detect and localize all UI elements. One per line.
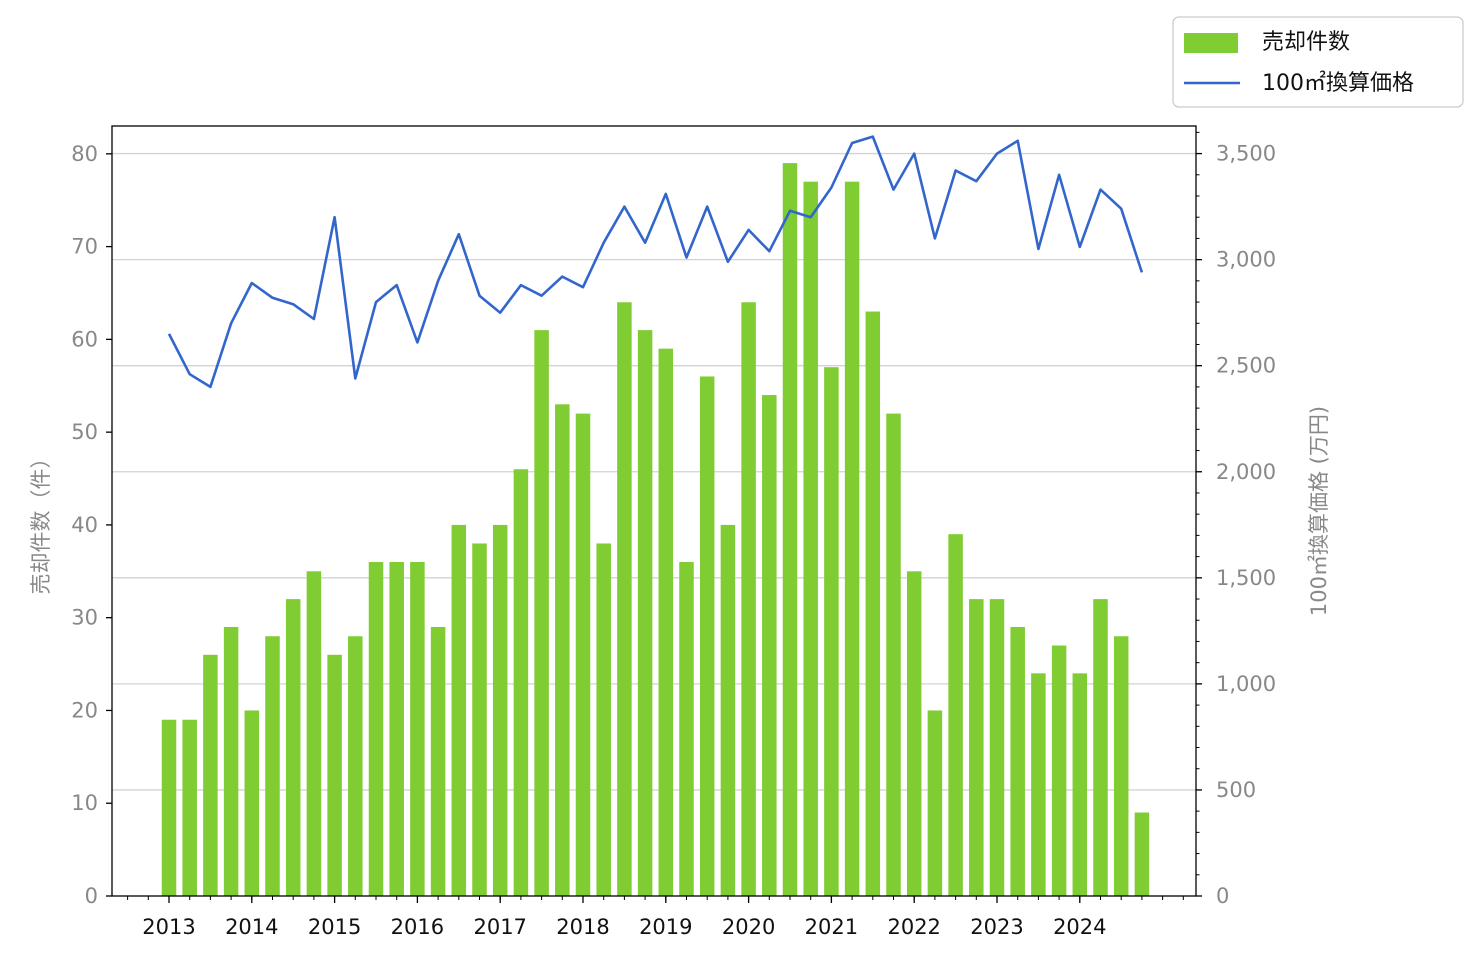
x-tick-label: 2017 (473, 915, 526, 939)
bar (637, 330, 653, 896)
legend: 売却件数 100㎡換算価格 (1172, 16, 1464, 108)
bar (658, 348, 674, 896)
x-tick-label: 2022 (887, 915, 940, 939)
bar (762, 395, 777, 896)
right-tick-label: 3,500 (1216, 142, 1276, 166)
right-tick-label: 2,500 (1216, 354, 1276, 378)
bar (555, 404, 570, 896)
bar (699, 376, 715, 896)
bar (886, 413, 901, 896)
bar (989, 599, 1005, 896)
bar (244, 710, 260, 896)
x-tick-label: 2019 (639, 915, 692, 939)
left-tick-label: 60 (71, 327, 98, 351)
x-tick-label: 2018 (556, 915, 609, 939)
right-tick-label: 1,500 (1216, 566, 1276, 590)
bar (203, 654, 218, 896)
right-tick-label: 0 (1216, 884, 1229, 908)
right-tick-label: 3,000 (1216, 248, 1276, 272)
left-tick-label: 0 (85, 884, 98, 908)
bar (1051, 645, 1067, 896)
bar (472, 543, 487, 896)
bar (389, 562, 404, 896)
legend-bar-label: 売却件数 (1262, 30, 1350, 55)
left-tick-label: 70 (71, 235, 98, 259)
left-tick-label: 80 (71, 142, 98, 166)
bar (948, 534, 963, 896)
price-line (167, 135, 1144, 389)
bar (182, 719, 197, 896)
bar (534, 330, 549, 896)
bar (348, 636, 363, 896)
bar (969, 599, 984, 896)
line-series (167, 135, 1144, 389)
bar (1010, 626, 1025, 896)
bar (1031, 673, 1046, 896)
left-tick-label: 30 (71, 606, 98, 630)
bar (824, 367, 839, 896)
bar-series (161, 163, 1150, 897)
bar (803, 181, 818, 896)
bar (575, 413, 591, 896)
bar (906, 571, 922, 896)
bar (782, 163, 798, 897)
bar (596, 543, 611, 896)
left-tick-label: 10 (71, 791, 98, 815)
bar (1113, 636, 1129, 896)
x-tick-label: 2024 (1053, 915, 1106, 939)
bar (927, 710, 943, 896)
bar (844, 181, 860, 896)
bar (327, 654, 342, 896)
bar (1134, 812, 1150, 896)
bar (285, 599, 301, 896)
bar (430, 626, 446, 896)
bar (410, 562, 425, 896)
right-tick-label: 1,000 (1216, 672, 1276, 696)
x-tick-label: 2021 (805, 915, 858, 939)
bar (679, 562, 694, 896)
bar (451, 524, 467, 896)
legend-box (1172, 16, 1464, 108)
x-tick-label: 2014 (225, 915, 278, 939)
x-tick-label: 2016 (391, 915, 444, 939)
right-axis-title: 100㎡換算価格 (万円) (1307, 406, 1331, 616)
bar (368, 562, 384, 896)
plot-frame (111, 125, 1197, 897)
left-tick-label: 20 (71, 698, 98, 722)
right-axis: 0 500 1,000 1,500 2,000 2,500 3,000 3,500 (1196, 131, 1276, 908)
bar (161, 719, 177, 896)
bar (492, 524, 508, 896)
x-tick-label: 2013 (142, 915, 195, 939)
bar (306, 571, 322, 896)
bar (865, 311, 881, 896)
right-tick-label: 2,000 (1216, 460, 1276, 484)
bar (720, 524, 736, 896)
bar (741, 302, 756, 897)
bar (617, 302, 632, 897)
right-tick-label: 500 (1216, 778, 1256, 802)
bar (1072, 673, 1088, 896)
x-tick-label: 2023 (970, 915, 1023, 939)
x-tick-label: 2015 (308, 915, 361, 939)
left-axis: 0 10 20 30 40 50 60 70 80 (71, 142, 112, 908)
bar (513, 469, 529, 896)
left-tick-label: 50 (71, 420, 98, 444)
x-axis: 2013 2014 2015 2016 2017 2018 2019 2020 2021 2022… (127, 896, 1184, 939)
x-tick-label: 2020 (722, 915, 775, 939)
bar (223, 626, 239, 896)
legend-line-label: 100㎡換算価格 (1262, 70, 1414, 96)
bar (1093, 599, 1108, 896)
left-tick-label: 40 (71, 513, 98, 537)
left-axis-title: 売却件数（件） (29, 448, 53, 595)
legend-bar-swatch (1184, 33, 1238, 53)
bar (265, 636, 280, 896)
